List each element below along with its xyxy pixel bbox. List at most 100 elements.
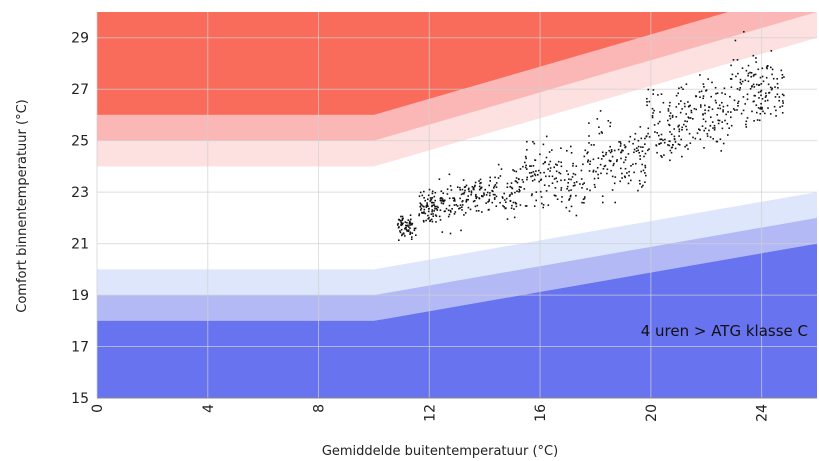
data-point <box>601 132 603 134</box>
data-point <box>652 93 654 95</box>
data-point <box>746 117 749 119</box>
data-point <box>724 93 726 95</box>
data-point <box>543 171 545 174</box>
data-point <box>397 222 399 225</box>
data-point <box>429 197 432 199</box>
data-point <box>503 192 505 195</box>
data-point <box>513 208 515 210</box>
data-point <box>398 239 400 241</box>
data-point <box>439 209 442 211</box>
data-point <box>782 100 784 102</box>
data-point <box>644 172 646 174</box>
data-point <box>404 235 406 237</box>
data-point <box>750 72 753 74</box>
data-point <box>478 197 481 200</box>
x-tick-label: 20 <box>644 404 660 422</box>
data-point <box>437 206 439 209</box>
data-point <box>447 215 450 218</box>
data-point <box>771 73 773 76</box>
data-point <box>519 168 522 170</box>
data-point <box>570 205 573 208</box>
data-point <box>453 213 456 215</box>
data-point <box>531 180 534 182</box>
data-point <box>648 148 650 150</box>
data-point <box>610 169 612 172</box>
data-point <box>467 195 469 197</box>
data-point <box>708 129 710 132</box>
data-point <box>418 195 421 197</box>
data-point <box>662 101 665 104</box>
data-point <box>593 177 596 180</box>
data-point <box>419 202 422 204</box>
data-point <box>553 166 555 169</box>
data-point <box>557 160 560 163</box>
data-point <box>747 74 749 77</box>
data-point <box>753 86 756 88</box>
data-point <box>746 93 749 96</box>
data-point <box>529 165 531 167</box>
data-point <box>427 198 429 201</box>
data-point <box>722 105 725 108</box>
data-point <box>441 231 444 233</box>
data-point <box>744 79 747 82</box>
data-point <box>761 106 763 109</box>
data-point <box>777 87 779 89</box>
data-point <box>595 170 597 173</box>
data-point <box>535 170 537 172</box>
data-point <box>542 143 545 146</box>
data-point <box>455 204 458 206</box>
data-point <box>508 195 511 197</box>
data-point <box>450 211 452 213</box>
data-point <box>484 188 486 191</box>
data-point <box>660 138 663 140</box>
data-point <box>750 75 752 78</box>
data-point <box>761 98 764 100</box>
data-point <box>421 212 424 214</box>
data-point <box>581 201 583 204</box>
data-point <box>605 151 608 154</box>
data-point <box>420 207 423 210</box>
data-point <box>610 149 613 151</box>
data-point <box>504 207 507 210</box>
data-point <box>461 206 463 208</box>
data-point <box>600 172 602 175</box>
data-point <box>453 198 456 201</box>
data-point <box>422 212 425 214</box>
data-point <box>474 184 476 187</box>
data-point <box>600 158 603 160</box>
data-point <box>783 76 785 78</box>
data-point <box>696 132 699 134</box>
data-point <box>433 210 435 212</box>
data-point <box>619 180 621 183</box>
data-point <box>760 102 762 105</box>
data-point <box>771 68 774 71</box>
data-point <box>425 219 427 222</box>
data-point <box>438 178 441 180</box>
data-point <box>710 95 712 98</box>
data-point <box>553 194 556 197</box>
data-point <box>435 215 438 217</box>
data-point <box>549 167 552 169</box>
data-point <box>700 90 703 93</box>
data-point <box>643 155 645 158</box>
data-point <box>400 224 402 227</box>
data-point <box>678 128 681 131</box>
data-point <box>570 145 572 148</box>
data-point <box>566 170 568 172</box>
data-point <box>465 200 468 202</box>
data-point <box>761 108 763 110</box>
data-point <box>589 189 591 192</box>
data-point <box>656 132 658 134</box>
data-point <box>772 77 775 80</box>
data-point <box>690 109 693 112</box>
data-point <box>402 222 404 224</box>
data-point <box>427 214 429 217</box>
data-point <box>618 141 620 143</box>
data-point <box>420 203 423 206</box>
data-point <box>448 213 451 216</box>
data-point <box>411 223 413 226</box>
data-point <box>684 120 686 122</box>
data-point <box>580 169 583 172</box>
data-point <box>583 202 585 204</box>
